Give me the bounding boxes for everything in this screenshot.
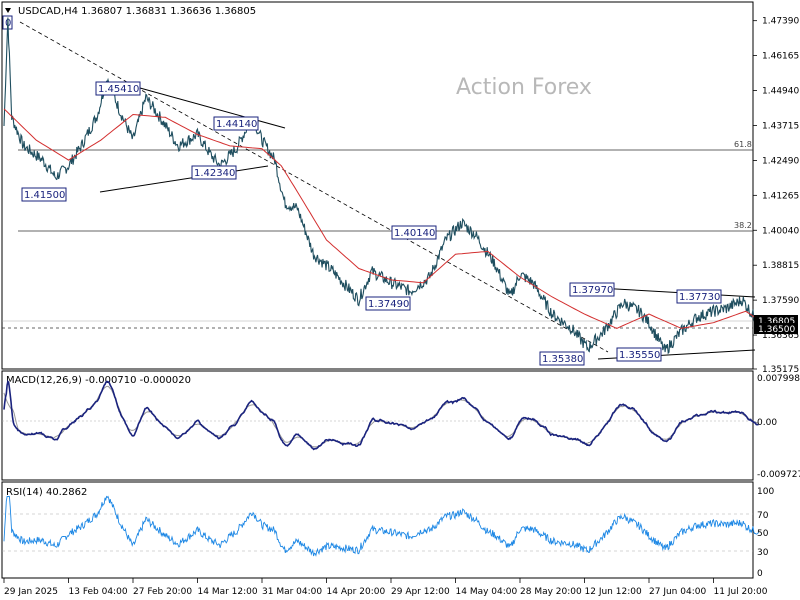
price-tick-label: 1.46165 [762,52,799,62]
svg-text:1.37490: 1.37490 [368,299,409,310]
triangle-upper-trendline [139,87,286,129]
time-tick-label: 29 Jan 2025 [4,587,58,597]
svg-text:1.42340: 1.42340 [194,168,235,179]
macd-signal-line [3,385,759,448]
time-axis: 29 Jan 2025 13 Feb 04:00 27 Feb 20:00 14 Ma… [3,578,768,597]
annotation-1-41500: 1.41500 [21,187,67,202]
svg-text:1.45410: 1.45410 [98,84,139,95]
time-tick-label: 14 Apr 20:00 [327,587,386,597]
annotation-1-44140: 1.44140 [213,116,259,131]
price-tick-label: 1.37590 [762,296,799,306]
time-tick-label: 28 May 20:00 [520,587,582,597]
svg-text:1.41500: 1.41500 [24,190,65,201]
time-tick-label: 14 Mar 12:00 [198,587,258,597]
time-tick-label: 27 Jun 04:00 [649,587,706,597]
svg-text:1.35380: 1.35380 [542,354,583,365]
macd-main-line [3,379,759,451]
annotation-1-37970: 1.37970 [569,282,615,297]
rsi-tick-0: 0 [757,569,763,579]
price-tick-label: 1.42490 [762,156,799,166]
rsi-tick-70: 70 [757,511,769,521]
fibonacci-618-label: 61.8 [734,140,752,149]
price-tick-label: 1.38815 [762,261,799,271]
price-series [3,17,760,355]
annotation-1-45410: 1.45410 [95,81,141,96]
price-axis: 1.47390 1.46165 1.44940 1.43715 1.42490 1.412… [753,17,799,375]
rsi-series [3,495,759,557]
svg-text:1.37970: 1.37970 [572,285,613,296]
rsi-label: RSI(14) 40.2862 [6,487,87,498]
macd-label: MACD(12,26,9) -0.000710 -0.000020 [6,375,191,386]
svg-text:1.35550: 1.35550 [619,350,660,361]
price-panel-frame [1,1,754,370]
price-tick-label: 1.41265 [762,191,799,201]
price-tick-label: 1.44940 [762,87,799,97]
time-tick-label: 13 Feb 04:00 [69,587,128,597]
annotation-1-37730: 1.37730 [676,289,722,304]
triangle-down-icon[interactable] [5,8,11,13]
time-tick-label: 14 May 04:00 [456,587,518,597]
rsi-panel-frame [1,481,754,579]
rsi-tick-100: 100 [757,487,774,497]
svg-text:1.40140: 1.40140 [394,228,435,239]
price-tick-label: 1.35175 [762,365,799,375]
annotation-1-37490: 1.37490 [365,296,411,311]
annotation-1-35550: 1.35550 [616,347,662,362]
time-tick-label: 29 Apr 12:00 [391,587,450,597]
macd-tick-bottom: -0.009727 [757,470,800,480]
fibonacci-382-label: 38.2 [734,221,752,230]
current-price-tag: 1.36805 [754,315,798,327]
svg-text:1.36805: 1.36805 [758,317,795,327]
time-tick-label: 31 Mar 04:00 [262,587,322,597]
price-tick-label: 1.47390 [762,17,799,27]
svg-text:1.37730: 1.37730 [679,292,720,303]
time-tick-label: 11 Jul 20:00 [714,587,768,597]
moving-average-series [3,108,759,329]
annotation-1-35380: 1.35380 [539,351,585,366]
moving-average-line [3,108,759,329]
rsi-line [3,495,759,557]
triangle-lower-trendline [99,165,269,193]
svg-text:1.36500: 1.36500 [758,325,795,335]
long-downtrend-dashed-line [19,21,609,353]
chart-title: USDCAD,H4 1.36807 1.36831 1.36636 1.3680… [18,6,256,17]
price-line [3,17,760,355]
macd-series [3,379,759,451]
macd-tick-zero: 0.00 [757,418,777,428]
time-tick-label: 12 Jun 12:00 [585,587,642,597]
svg-text:1.44140: 1.44140 [216,119,257,130]
price-tick-label: 1.43715 [762,122,799,132]
rsi-tick-30: 30 [757,548,769,558]
price-tick-label: 1.40040 [762,226,799,236]
annotation-1-42340: 1.42340 [191,165,237,180]
price-tick-label: 1.36365 [762,331,799,341]
time-tick-label: 27 Feb 20:00 [133,587,192,597]
annotation-1-40140: 1.40140 [391,225,437,240]
macd-tick-top: 0.007998 [757,374,800,384]
macd-panel-frame [1,370,754,481]
watermark: Action Forex [456,75,592,100]
support-price-tag: 1.36500 [754,323,798,335]
rsi-tick-50: 50 [757,529,769,539]
